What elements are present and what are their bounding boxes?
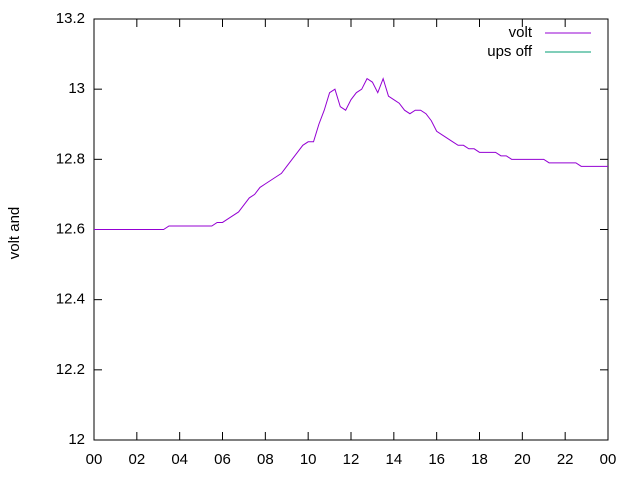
x-tick-label: 18 [471, 451, 488, 468]
y-axis-label: volt and [6, 207, 23, 260]
y-tick-label: 13 [68, 80, 85, 97]
y-tick-label: 12.2 [56, 361, 85, 378]
legend-label: ups off [487, 43, 533, 60]
x-tick-label: 02 [128, 451, 145, 468]
data-line [94, 77, 608, 230]
x-tick-label: 20 [514, 451, 531, 468]
y-tick-label: 12.8 [56, 150, 85, 167]
x-tick-label: 00 [86, 451, 103, 468]
x-tick-label: 22 [557, 451, 574, 468]
x-tick-label: 04 [171, 451, 188, 468]
x-tick-label: 10 [300, 451, 317, 468]
y-tick-label: 12.6 [56, 220, 85, 237]
x-tick-label: 14 [385, 451, 402, 468]
y-tick-label: 12.4 [56, 291, 85, 308]
x-tick-label: 00 [600, 451, 617, 468]
y-tick-label: 12 [68, 431, 85, 448]
x-tick-label: 12 [343, 451, 360, 468]
x-tick-label: 08 [257, 451, 274, 468]
x-tick-label: 16 [428, 451, 445, 468]
y-tick-label: 13.2 [56, 10, 85, 27]
legend-label: volt [509, 24, 533, 41]
plot-frame [93, 18, 609, 441]
x-tick-label: 06 [214, 451, 231, 468]
